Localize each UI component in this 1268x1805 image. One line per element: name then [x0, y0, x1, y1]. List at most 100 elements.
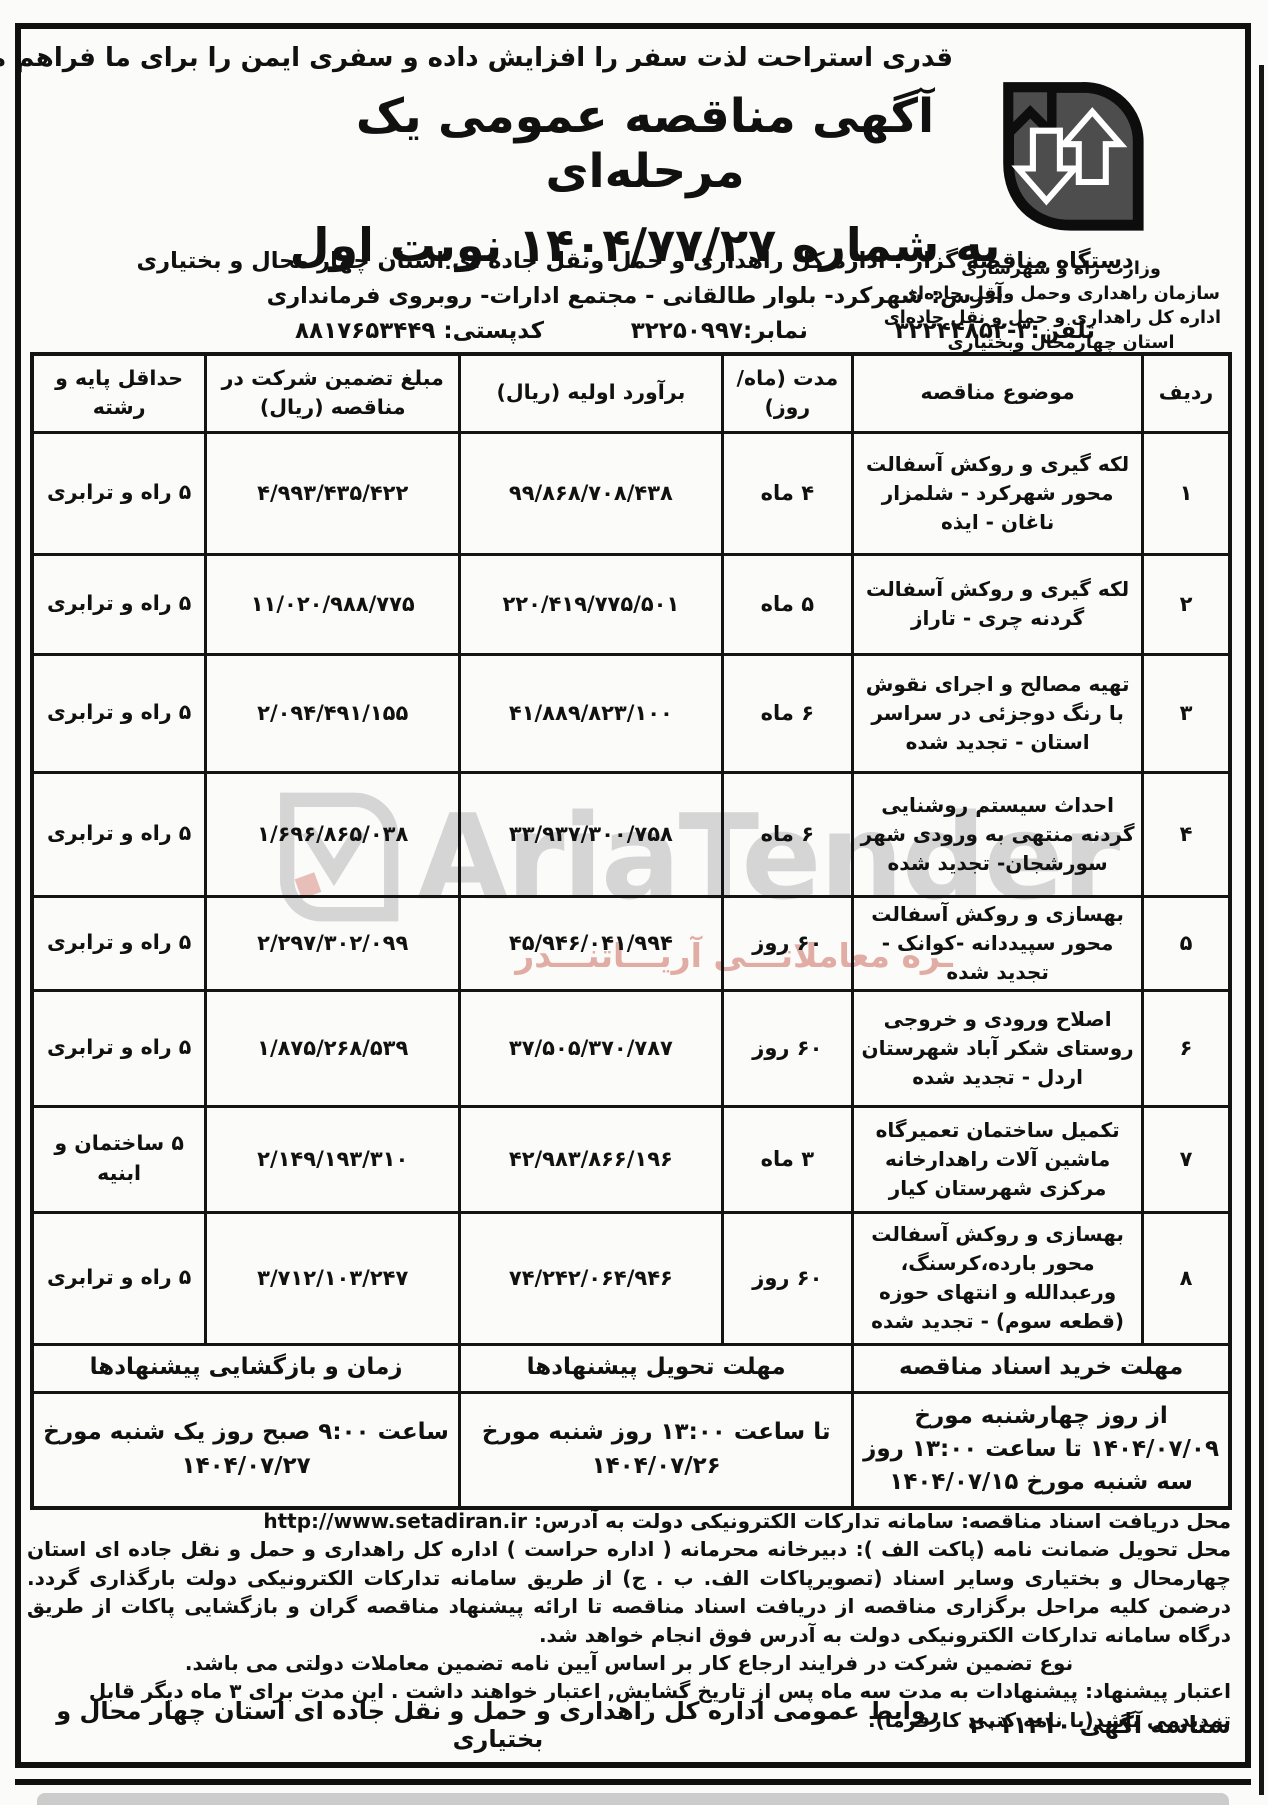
page-edge-rule — [1260, 65, 1265, 1795]
logo-caption: وزارت راه و شهرسازی سازمان راهداری وحمل … — [884, 257, 1222, 355]
logo-caption-line: استان چهارمحال وبختیاری — [948, 332, 1176, 353]
row-no: ۱ — [1142, 430, 1233, 556]
tender-duration: ۶ ماه — [721, 652, 856, 774]
tender-duration: ۳ ماه — [721, 1104, 856, 1214]
tender-duration: ۶ ماه — [721, 770, 856, 898]
tender-duration: ۶۰ روز — [721, 988, 856, 1108]
tender-estimate: ۳۷/۵۰۵/۳۷۰/۷۸۷ — [459, 988, 725, 1108]
note-receive-text: سامانه تدارکات الکترونیکی دولت به آدرس: … — [264, 1509, 955, 1533]
tender-subject: لکه گیری و روکش آسفالت گردنه چری - تاراز — [852, 552, 1146, 656]
deadline-value-row: از روز چهارشنبه مورخ ۱۴۰۴/۰۷/۰۹ تا ساعت … — [31, 1390, 1233, 1510]
table-row: ۳ تهیه مصالح و اجرای نقوش با رنگ دوجزئی … — [31, 652, 1233, 774]
tender-duration: ۵ ماه — [721, 552, 856, 656]
row-no: ۵ — [1142, 894, 1233, 992]
phone-number: تلفن:۳-۳۲۲۴۴۸۵۲ — [895, 318, 1096, 344]
address-line: آدرس: شهرکرد- بلوار طالقانی - مجتمع ادار… — [267, 283, 1005, 309]
note-receive-docs: محل دریافت اسناد مناقصه: سامانه تدارکات … — [28, 1507, 1232, 1535]
table-row: ۸ بهسازی و روکش آسفالت محور بارده،کرسنگ،… — [31, 1210, 1233, 1346]
table-row: ۵ بهسازی و روکش آسفالت محور سپیددانه -کو… — [31, 894, 1233, 992]
tender-subject: بهسازی و روکش آسفالت محور بارده،کرسنگ، و… — [852, 1210, 1146, 1346]
employer-line: دستگاه مناقصه گزار : اداره کل راهداری و … — [137, 248, 1135, 274]
rmto-ministry-logo — [988, 55, 1150, 255]
notes-block: محل دریافت اسناد مناقصه: سامانه تدارکات … — [28, 1507, 1232, 1734]
deadline-buy-value: از روز چهارشنبه مورخ ۱۴۰۴/۰۷/۰۹ تا ساعت … — [852, 1390, 1233, 1510]
postal-code: کدپستی: ۸۸۱۷۶۵۳۴۴۹ — [296, 318, 545, 344]
table-header-row: ردیف موضوع مناقصه مدت (ماه/ روز) برآورد … — [31, 352, 1233, 434]
tender-estimate: ۷۴/۲۴۲/۰۶۴/۹۴۶ — [459, 1210, 725, 1346]
tender-ad-frame: قدری استراحت لذت سفر را افزایش داده و سف… — [0, 23, 1252, 1768]
note-validity: اعتبار پیشنهاد: پیشنهادات به مدت سه ماه … — [28, 1677, 1232, 1734]
row-no: ۳ — [1142, 652, 1233, 774]
note-deliver-label: محل تحویل ضمانت نامه (پاکت الف ): — [856, 1537, 1232, 1562]
tender-estimate: ۴۱/۸۸۹/۸۲۳/۱۰۰ — [459, 652, 725, 774]
col-header-row-no: ردیف — [1142, 352, 1233, 434]
row-no: ۲ — [1142, 552, 1233, 656]
col-header-grade: حداقل پایه و رشته — [31, 352, 209, 434]
tender-estimate: ۹۹/۸۶۸/۷۰۸/۴۳۸ — [459, 430, 725, 556]
logo-caption-line: سازمان راهداری وحمل ونقل جاده‌ای — [902, 283, 1222, 304]
tender-guarantee: ۲/۱۴۹/۱۹۳/۳۱۰ — [205, 1104, 463, 1214]
road-safety-slogan: قدری استراحت لذت سفر را افزایش داده و سف… — [0, 43, 954, 73]
tender-grade: ۵ راه و ترابری — [31, 552, 209, 656]
table-row: ۷ تکمیل ساختمان تعمیرگاه ماشین آلات راهد… — [31, 1104, 1233, 1214]
deadline-open-header: زمان و بازگشایی پیشنهادها — [31, 1342, 463, 1394]
row-no: ۸ — [1142, 1210, 1233, 1346]
tender-grade: ۵ راه و ترابری — [31, 988, 209, 1108]
tender-guarantee: ۱/۸۷۵/۲۶۸/۵۳۹ — [205, 988, 463, 1108]
tender-grade: ۵ راه و ترابری — [31, 770, 209, 898]
ad-title: آگهی مناقصه عمومی یک مرحله‌ای به شماره ۱… — [266, 89, 1026, 272]
deadline-buy-header: مهلت خرید اسناد مناقصه — [852, 1342, 1233, 1394]
tender-duration: ۶۰ روز — [721, 1210, 856, 1346]
note-validity-text: پیشنهادات به مدت سه ماه پس از تاریخ گشای… — [89, 1679, 1232, 1732]
contact-line: تلفن:۳-۳۲۲۴۴۸۵۲ نمابر:۳۲۲۵۰۹۹۷ کدپستی: ۸… — [296, 318, 1096, 344]
ad-title-line2: به شماره ۱۴۰۴/۷۷/۲۷ نوبت اول — [290, 218, 1003, 272]
next-ad-top-edge — [16, 1779, 1252, 1805]
col-header-guarantee: مبلغ تضمین شرکت در مناقصه (ریال) — [205, 352, 463, 434]
tender-estimate: ۴۵/۹۴۶/۰۴۱/۹۹۴ — [459, 894, 725, 992]
tender-grade: ۵ راه و ترابری — [31, 894, 209, 992]
tender-guarantee: ۱/۶۹۶/۸۶۵/۰۳۸ — [205, 770, 463, 898]
ad-id: شناسه آگهی ۲۰۱۱۲۱۰ — [969, 1711, 1232, 1739]
tender-grade: ۵ ساختمان و ابنیه — [31, 1104, 209, 1214]
note-deliver-text: دبیرخانه محرمانه ( اداره حراست ) اداره ک… — [28, 1537, 1232, 1647]
tender-subject: تهیه مصالح و اجرای نقوش با رنگ دوجزئی در… — [852, 652, 1146, 774]
col-header-duration: مدت (ماه/ روز) — [721, 352, 856, 434]
tender-subject: تکمیل ساختمان تعمیرگاه ماشین آلات راهدار… — [852, 1104, 1146, 1214]
tender-guarantee: ۳/۷۱۲/۱۰۳/۲۴۷ — [205, 1210, 463, 1346]
row-no: ۷ — [1142, 1104, 1233, 1214]
tender-guarantee: ۲/۲۹۷/۳۰۲/۰۹۹ — [205, 894, 463, 992]
deadline-submit-value: تا ساعت ۱۳:۰۰ روز شنبه مورخ ۱۴۰۴/۰۷/۲۶ — [459, 1390, 856, 1510]
tender-guarantee: ۲/۰۹۴/۴۹۱/۱۵۵ — [205, 652, 463, 774]
tender-estimate: ۲۲۰/۴۱۹/۷۷۵/۵۰۱ — [459, 552, 725, 656]
tender-subject: لکه گیری و روکش آسفالت محور شهرکرد - شلم… — [852, 430, 1146, 556]
tender-grade: ۵ راه و ترابری — [31, 1210, 209, 1346]
table-row: ۴ احداث سیستم روشنایی گردنه منتهی به ورو… — [31, 770, 1233, 898]
tender-table: ردیف موضوع مناقصه مدت (ماه/ روز) برآورد … — [31, 352, 1233, 1510]
note-deliver-guarantee: محل تحویل ضمانت نامه (پاکت الف ): دبیرخا… — [28, 1535, 1232, 1649]
logo-caption-line: وزارت راه و شهرسازی — [962, 259, 1162, 279]
tender-estimate: ۴۲/۹۸۳/۸۶۶/۱۹۶ — [459, 1104, 725, 1214]
fax-number: نمابر:۳۲۲۵۰۹۹۷ — [631, 318, 809, 344]
table-row: ۱ لکه گیری و روکش آسفالت محور شهرکرد - ش… — [31, 430, 1233, 556]
ad-title-line1: آگهی مناقصه عمومی یک مرحله‌ای — [356, 89, 936, 199]
logo-caption-line: اداره کل راهداری و حمل و نقل جاده‌ای — [884, 308, 1222, 328]
row-no: ۴ — [1142, 770, 1233, 898]
tender-subject: بهسازی و روکش آسفالت محور سپیددانه -کوان… — [852, 894, 1146, 992]
deadline-open-value: ساعت ۹:۰۰ صبح روز یک شنبه مورخ ۱۴۰۴/۰۷/۲… — [31, 1390, 463, 1510]
tender-subject: اصلاح ورودی و خروجی روستای شکر آباد شهرس… — [852, 988, 1146, 1108]
table-row: ۲ لکه گیری و روکش آسفالت گردنه چری - تار… — [31, 552, 1233, 656]
row-no: ۶ — [1142, 988, 1233, 1108]
tender-guarantee: ۴/۹۹۳/۴۳۵/۴۲۲ — [205, 430, 463, 556]
tender-estimate: ۳۳/۹۳۷/۳۰۰/۷۵۸ — [459, 770, 725, 898]
tender-guarantee: ۱۱/۰۲۰/۹۸۸/۷۷۵ — [205, 552, 463, 656]
signature-row: شناسه آگهی ۲۰۱۱۲۱۰ روابط عمومی اداره کل … — [28, 1697, 1232, 1753]
tender-duration: ۴ ماه — [721, 430, 856, 556]
note-guarantee-type: نوع تضمین شرکت در فرایند ارجاع کار بر اس… — [185, 1650, 1075, 1675]
deadline-header-row: مهلت خرید اسناد مناقصه مهلت تحویل پیشنها… — [31, 1342, 1233, 1394]
note-receive-label: محل دریافت اسناد مناقصه: — [961, 1509, 1232, 1533]
tender-subject: احداث سیستم روشنایی گردنه منتهی به ورودی… — [852, 770, 1146, 898]
deadline-submit-header: مهلت تحویل پیشنهادها — [459, 1342, 856, 1394]
tender-grade: ۵ راه و ترابری — [31, 430, 209, 556]
col-header-estimate: برآورد اولیه (ریال) — [459, 352, 725, 434]
